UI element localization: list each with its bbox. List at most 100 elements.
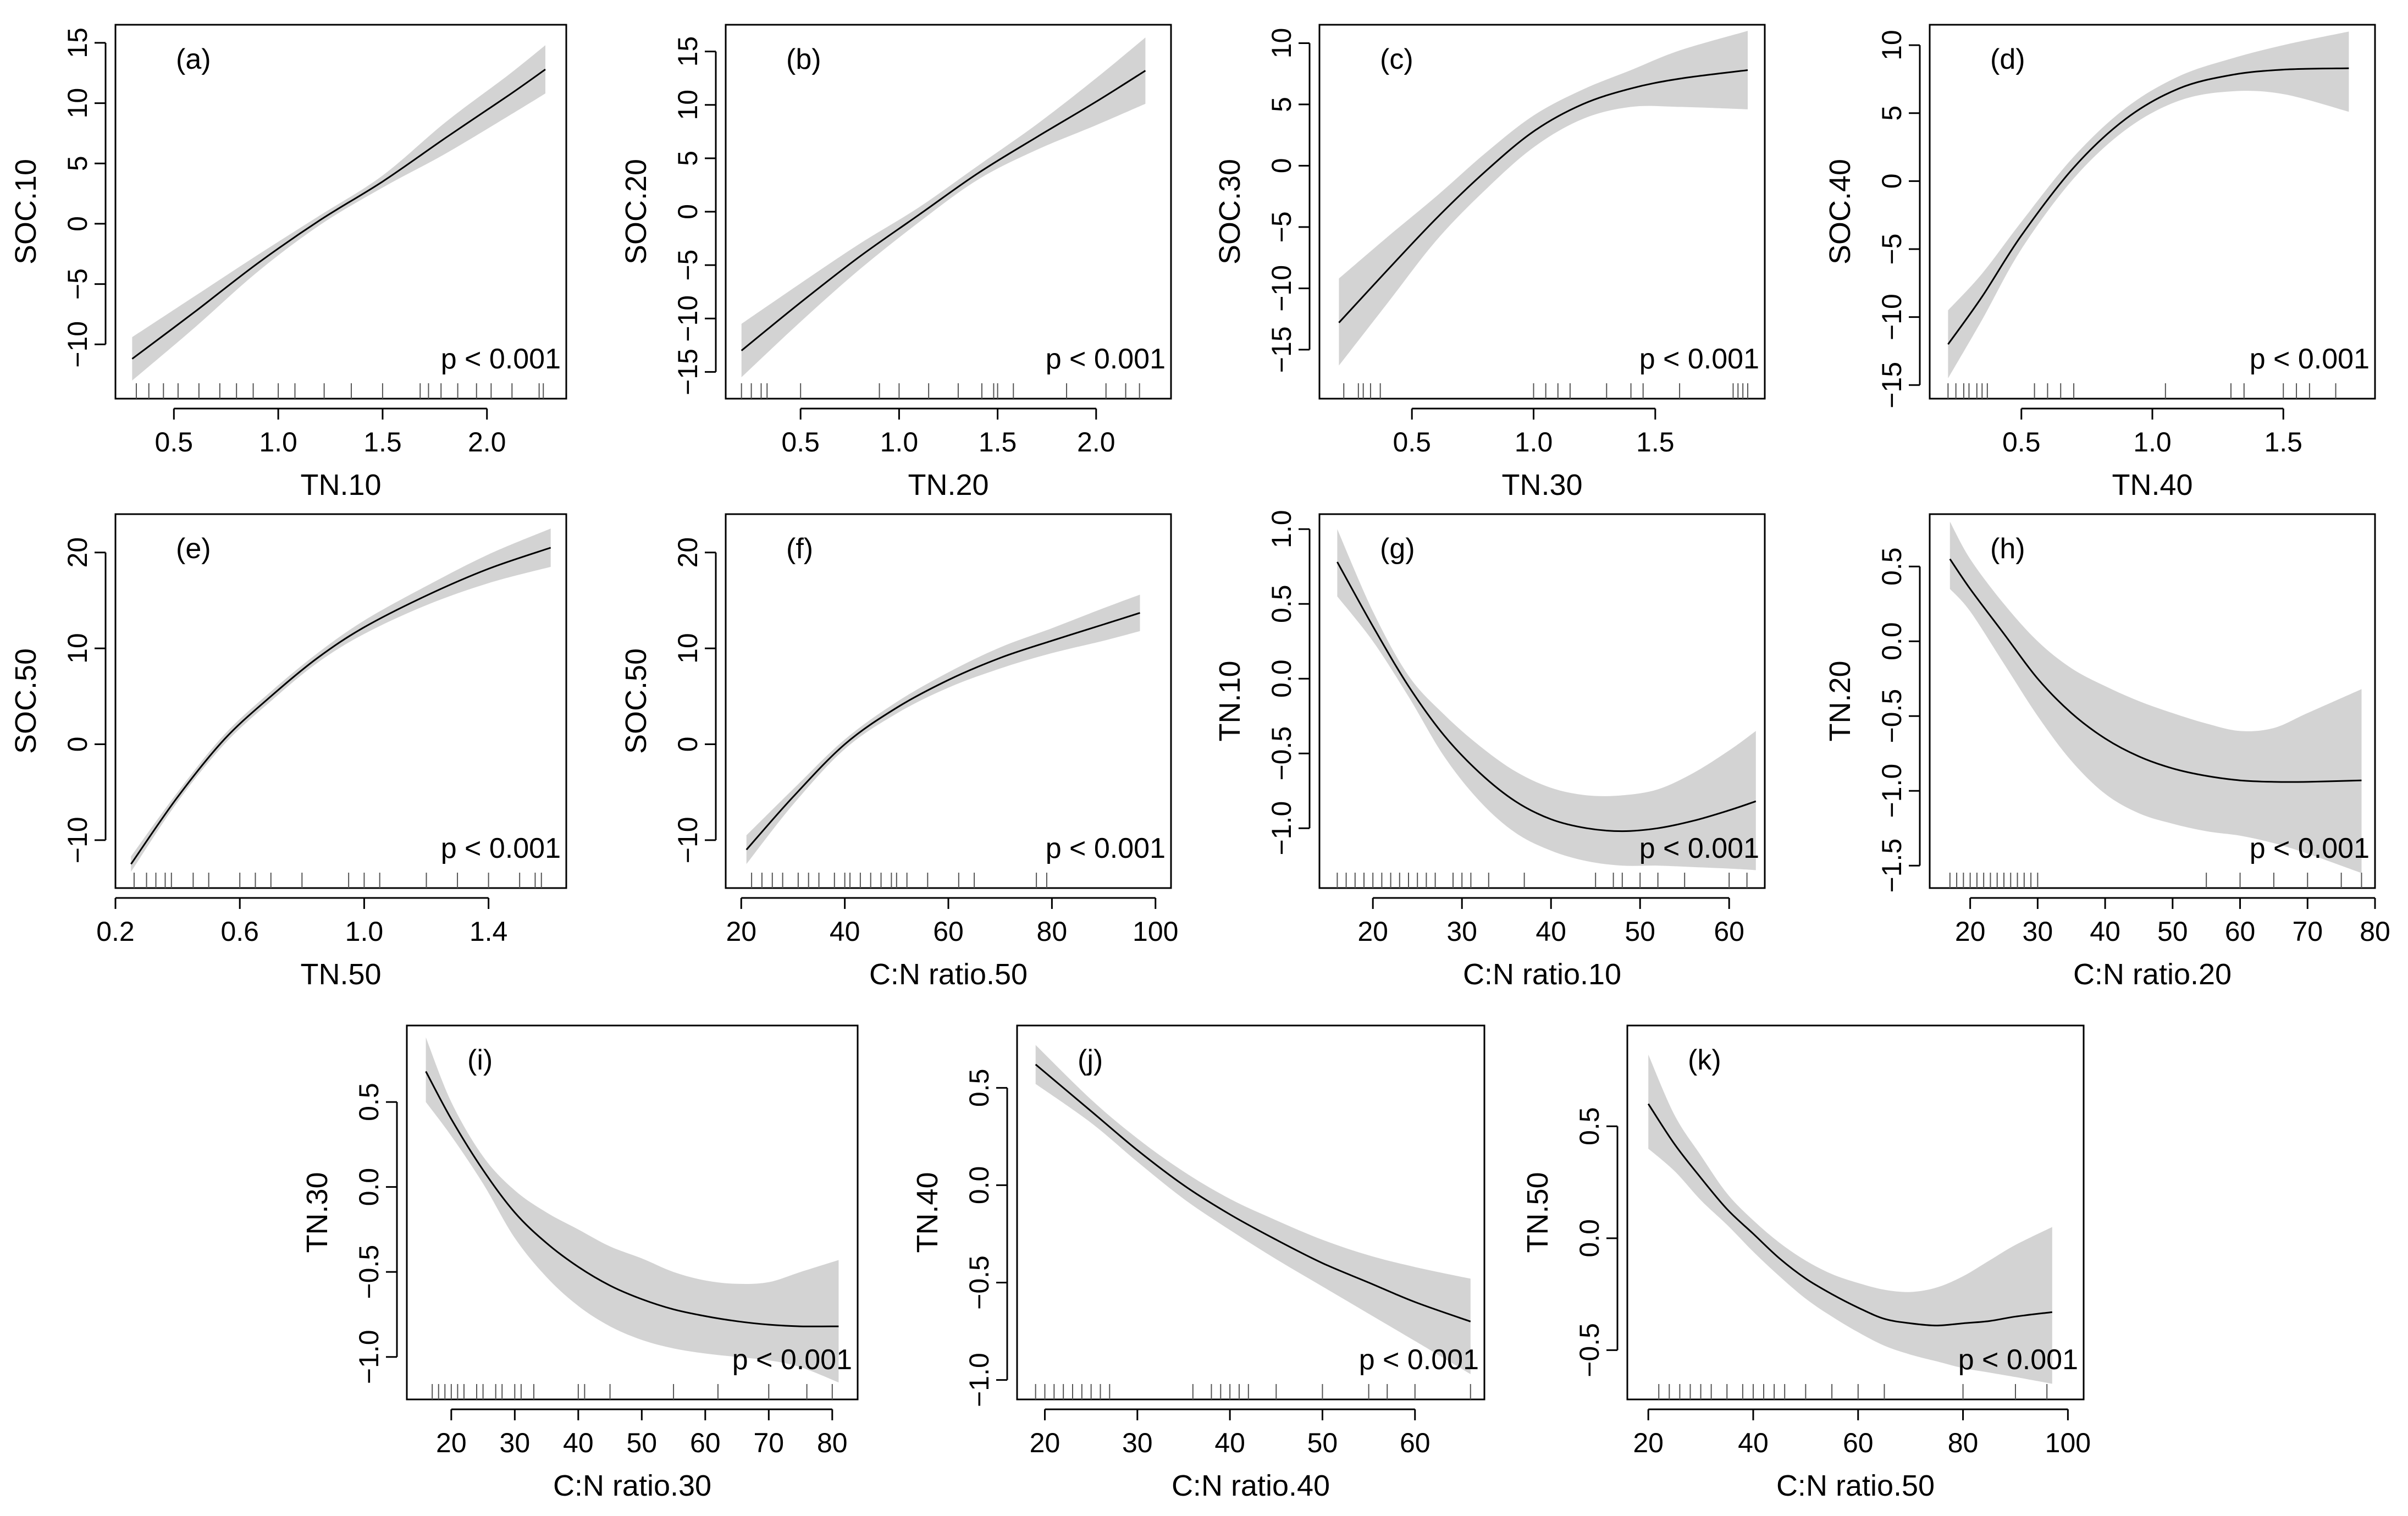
plot-frame-e xyxy=(114,513,567,889)
p-value-k: p < 0.001 xyxy=(1958,1344,2078,1376)
p-value-d: p < 0.001 xyxy=(2250,343,2370,375)
y-tick-label: 10 xyxy=(672,633,703,664)
x-axis-title-k: C:N ratio.50 xyxy=(1776,1469,1935,1502)
y-tick-label: 0 xyxy=(62,737,93,752)
confidence-band-g xyxy=(1337,529,1756,870)
panel-label-c: (c) xyxy=(1380,43,1413,75)
y-tick-label: −15 xyxy=(672,349,703,395)
confidence-band-e xyxy=(131,528,551,872)
x-tick-label: 2.0 xyxy=(1077,427,1115,457)
y-tick-label: 0.0 xyxy=(354,1168,384,1206)
y-tick-label: 0 xyxy=(672,737,703,752)
confidence-band-c xyxy=(1339,31,1748,366)
y-tick-label: 15 xyxy=(672,36,703,67)
x-tick-label: 1.0 xyxy=(259,427,297,457)
confidence-band-i xyxy=(426,1037,839,1383)
x-tick-label: 1.5 xyxy=(1636,427,1675,457)
panel-label-f: (f) xyxy=(786,533,813,565)
y-tick-label: 0 xyxy=(1876,173,1907,189)
x-axis-title-c: TN.30 xyxy=(1501,468,1582,501)
x-tick-label: 20 xyxy=(726,916,756,947)
y-tick-label: −0.5 xyxy=(1574,1323,1605,1377)
y-tick-label: −10 xyxy=(62,817,93,863)
y-tick-label: −5 xyxy=(1876,233,1907,264)
x-tick-label: 30 xyxy=(1446,916,1477,947)
panel-b: 0.5 1.0 1.5 2.0 −15 −10 −5 0 5 10 15 TN.20 SOC.20 (b)… xyxy=(620,24,1172,501)
x-tick-label: 1.0 xyxy=(880,427,919,457)
fitted-line-c xyxy=(1338,69,1748,323)
y-axis-title-k: TN.50 xyxy=(1521,1172,1554,1253)
panel-j: 20 30 40 50 60 −1.0 −0.5 0.0 0.5 C:N ratio.40 TN.4… xyxy=(911,1024,1485,1502)
y-tick-label: 20 xyxy=(62,537,93,568)
x-tick-label: 70 xyxy=(753,1427,784,1458)
x-axis-title-i: C:N ratio.30 xyxy=(553,1469,711,1502)
x-tick-label: 1.0 xyxy=(1515,427,1553,457)
panel-f: 20 40 60 80 100 −10 0 10 20 C:N ratio.50 SOC.50 (f)… xyxy=(620,513,1178,991)
y-tick-label: 5 xyxy=(1876,106,1907,121)
x-tick-label: 100 xyxy=(2045,1427,2091,1458)
y-axis-title-a: SOC.10 xyxy=(9,159,42,264)
y-axis-title-d: SOC.40 xyxy=(1824,159,1857,264)
x-tick-label: 60 xyxy=(2225,916,2256,947)
x-tick-label: 40 xyxy=(1536,916,1566,947)
y-tick-label: 10 xyxy=(62,88,93,119)
y-tick-label: 5 xyxy=(62,156,93,171)
panel-d: 0.5 1.0 1.5 −15 −10 −5 0 5 10 TN.40 SOC.40 (d) p < 0… xyxy=(1824,24,2376,501)
x-tick-label: 70 xyxy=(2292,916,2323,947)
y-tick-label: 0.5 xyxy=(964,1069,995,1107)
y-tick-label: 0.0 xyxy=(1266,659,1297,698)
y-tick-label: 15 xyxy=(62,27,93,58)
y-tick-label: −1.5 xyxy=(1876,839,1907,893)
y-tick-label: 0.5 xyxy=(1876,547,1907,586)
y-tick-label: 0 xyxy=(672,204,703,219)
x-tick-label: 50 xyxy=(1625,916,1655,947)
panel-i: 20 30 40 50 60 70 80 −1.0 −0.5 0.0 0.5 C:N ratio.30… xyxy=(301,1024,859,1502)
confidence-band-b xyxy=(741,37,1146,378)
x-tick-label: 60 xyxy=(1714,916,1744,947)
panel-label-j: (j) xyxy=(1078,1044,1103,1076)
x-tick-label: 20 xyxy=(436,1427,467,1458)
plot-frame-i xyxy=(406,1024,859,1401)
p-value-h: p < 0.001 xyxy=(2250,833,2370,864)
plot-frame-d xyxy=(1929,24,2376,400)
y-tick-label: 0 xyxy=(62,216,93,231)
x-tick-label: 1.5 xyxy=(979,427,1017,457)
x-tick-label: 1.5 xyxy=(363,427,402,457)
y-axis-title-f: SOC.50 xyxy=(620,648,653,754)
y-tick-label: 0.0 xyxy=(1574,1219,1605,1258)
p-value-c: p < 0.001 xyxy=(1639,343,1759,375)
plot-frame-h xyxy=(1929,513,2376,889)
x-tick-label: 30 xyxy=(500,1427,531,1458)
plot-frame-b xyxy=(725,24,1172,400)
plot-frame-j xyxy=(1016,1024,1485,1401)
x-tick-label: 20 xyxy=(1633,1427,1664,1458)
panel-label-a: (a) xyxy=(176,43,211,75)
y-tick-label: −0.5 xyxy=(354,1245,384,1299)
plot-frame-a xyxy=(114,24,567,400)
x-tick-label: 80 xyxy=(1037,916,1068,947)
y-tick-label: −10 xyxy=(62,321,93,368)
p-value-b: p < 0.001 xyxy=(1046,343,1166,375)
x-tick-label: 60 xyxy=(1400,1427,1431,1458)
plot-frame-k xyxy=(1626,1024,2085,1401)
panel-label-i: (i) xyxy=(467,1044,493,1076)
x-tick-label: 1.0 xyxy=(2133,427,2172,457)
y-tick-label: 1.0 xyxy=(1266,510,1297,548)
fitted-line-j xyxy=(1035,1063,1471,1322)
p-value-a: p < 0.001 xyxy=(441,343,561,375)
confidence-band-k xyxy=(1648,1054,2052,1384)
confidence-band-h xyxy=(1949,521,2362,873)
x-axis-title-e: TN.50 xyxy=(300,958,381,991)
fitted-line-f xyxy=(745,612,1140,851)
x-tick-label: 2.0 xyxy=(468,427,506,457)
y-axis-title-i: TN.30 xyxy=(301,1172,334,1253)
panel-a: 0.5 1.0 1.5 2.0 −10 −5 0 5 10 15 TN.10 SOC.10 (a) p <… xyxy=(9,24,567,501)
x-axis-title-h: C:N ratio.20 xyxy=(2073,958,2232,991)
y-tick-label: −10 xyxy=(672,295,703,342)
plot-frame-c xyxy=(1318,24,1766,400)
y-tick-label: 0.5 xyxy=(1266,585,1297,623)
y-tick-label: −5 xyxy=(672,250,703,281)
y-tick-label: 0.5 xyxy=(354,1083,384,1121)
x-tick-label: 40 xyxy=(563,1427,594,1458)
y-tick-label: 10 xyxy=(1876,30,1907,60)
